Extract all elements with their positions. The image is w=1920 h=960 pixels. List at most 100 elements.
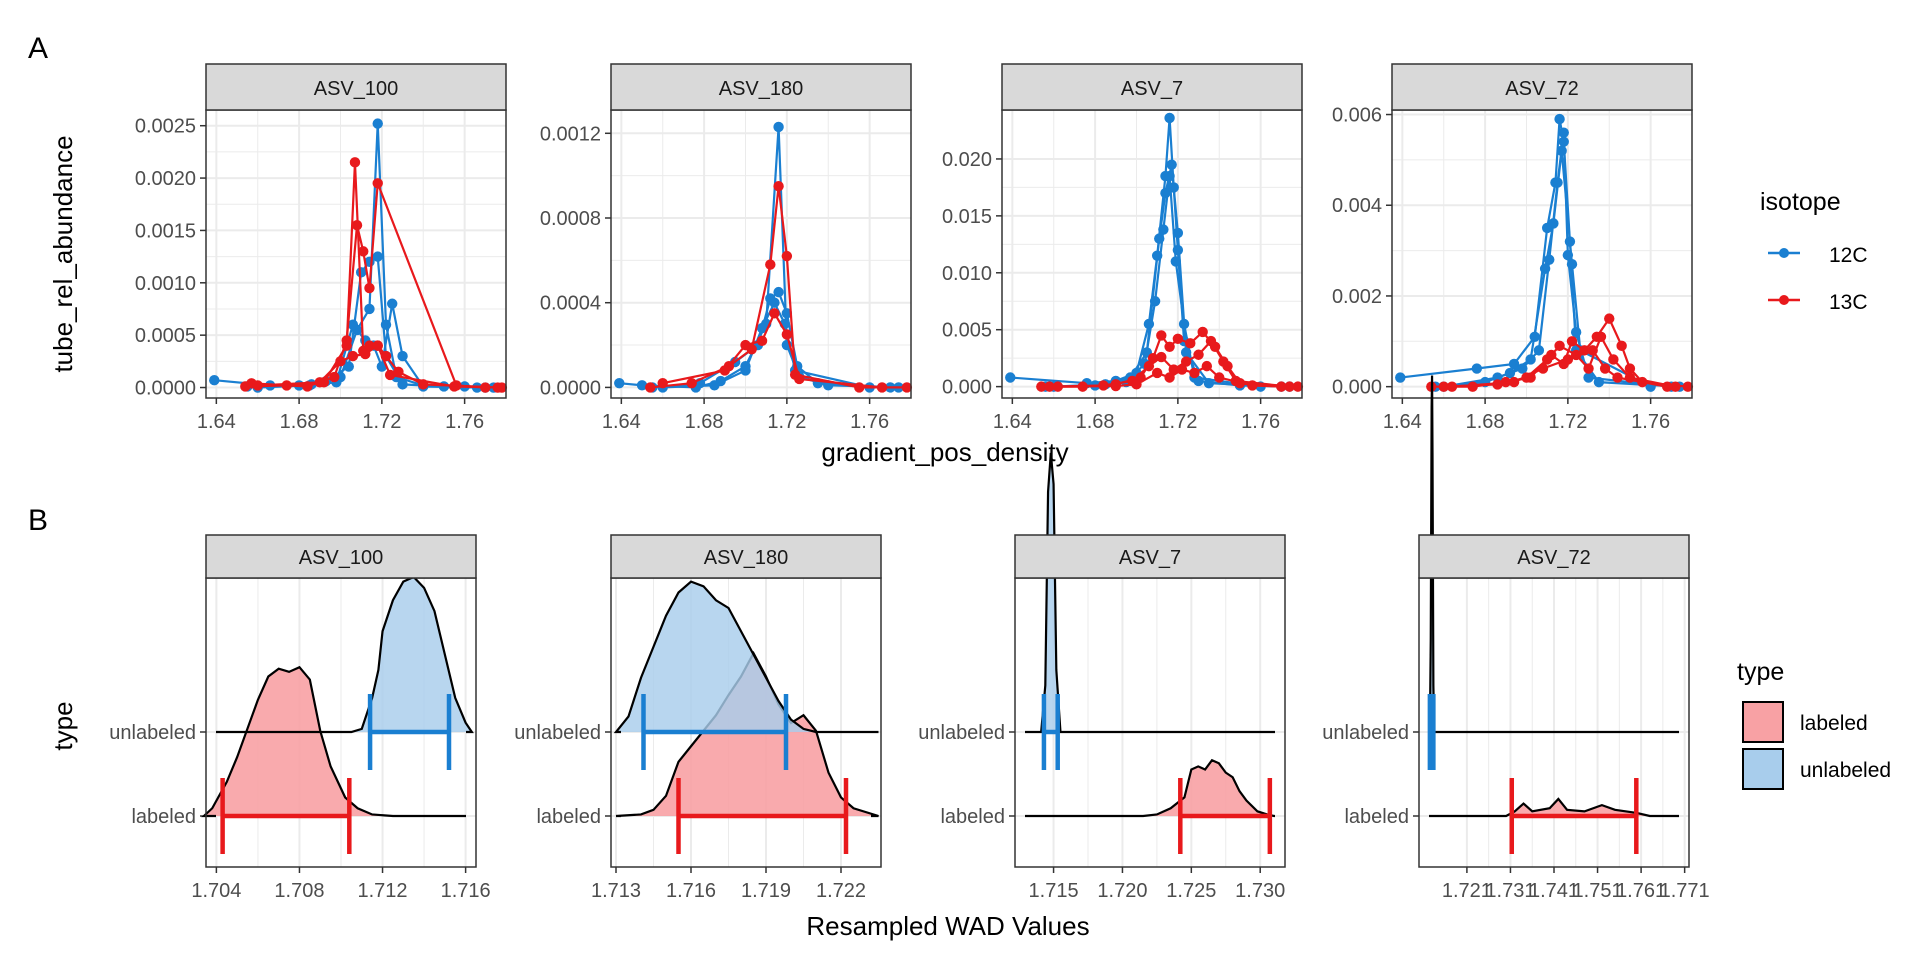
type-legend-title: type [1737, 658, 1784, 686]
data-point-12C [1539, 263, 1551, 274]
data-point-13C [1036, 381, 1047, 392]
facet-strip-label: ASV_72 [1505, 78, 1578, 100]
legend-12c-label: 12C [1829, 244, 1868, 267]
density-area-labeled [1506, 798, 1650, 816]
data-point-13C [1214, 372, 1225, 383]
data-point-13C [657, 377, 668, 389]
y-tick-label: labeled [536, 806, 601, 828]
x-tick-label: 1.708 [274, 880, 324, 902]
data-point-13C [1599, 363, 1611, 374]
facet-strip-label: ASV_100 [314, 78, 399, 100]
data-point-13C [360, 348, 371, 360]
x-tick-label: 1.741 [1529, 880, 1579, 902]
data-point-13C [781, 329, 793, 340]
data-point-13C [314, 377, 325, 388]
y-tick-label: 0.0025 [135, 116, 196, 138]
data-point-12C [1566, 259, 1578, 270]
facet-strip [610, 63, 912, 111]
facet-a-asv-180: 1.64 1.68 1.72 1.76 0.0000 0.0004 0.0008 0.0012… [540, 63, 913, 433]
y-tick-label: 0.0015 [135, 220, 196, 242]
data-point-13C [1197, 326, 1208, 338]
data-point-12C [1172, 227, 1184, 239]
data-point-13C [645, 382, 656, 393]
y-tick-label: 0.0008 [540, 208, 601, 230]
density-area-labeled [203, 667, 393, 816]
panel-b-x-axis-title: Resampled WAD Values [806, 911, 1089, 941]
x-tick-label: 1.751 [1573, 880, 1623, 902]
data-point-12C [1548, 218, 1559, 229]
data-point-12C [773, 286, 784, 298]
y-tick-label: 0.0012 [540, 123, 601, 145]
data-point-13C [1185, 338, 1196, 349]
data-point-13C [1624, 363, 1636, 374]
x-tick-label: 1.715 [1029, 880, 1079, 902]
data-point-13C [349, 157, 361, 168]
data-point-12C [756, 322, 768, 334]
data-point-13C [1612, 372, 1623, 383]
data-point-13C [1608, 354, 1619, 365]
data-point-13C [418, 379, 429, 390]
facet-strip [1391, 63, 1693, 111]
x-tick-label: 1.72 [1158, 411, 1197, 433]
data-point-13C [1247, 380, 1258, 391]
facet-a-asv-72: 1.64 1.68 1.72 1.76 0.000 0.002 0.004 0.006 ASV_… [1332, 63, 1694, 433]
legend-labeled-key [1742, 701, 1784, 743]
data-point-12C [1504, 367, 1516, 379]
facet-strip [1418, 534, 1690, 579]
x-tick-label: 1.716 [666, 880, 716, 902]
y-tick-label: labeled [131, 806, 196, 828]
data-point-13C [719, 365, 730, 376]
data-point-13C [1682, 381, 1694, 392]
data-point-13C [492, 382, 503, 393]
x-tick-label: 1.725 [1166, 880, 1216, 902]
isotope-legend: isotope 12C 13C [1760, 188, 1868, 314]
data-point-13C [1151, 367, 1163, 379]
y-tick-label: 0.004 [1332, 195, 1382, 217]
x-tick-label: 1.720 [1097, 880, 1147, 902]
legend-unlabeled-label: unlabeled [1800, 759, 1891, 782]
data-point-13C [1201, 360, 1213, 372]
data-point-13C [769, 308, 780, 319]
data-point-13C [1604, 313, 1615, 324]
data-point-13C [1143, 360, 1155, 372]
data-point-12C [397, 350, 408, 362]
x-tick-label: 1.722 [816, 880, 866, 902]
data-point-12C [709, 380, 720, 391]
y-tick-label: 0.005 [942, 320, 992, 342]
data-point-12C [636, 380, 648, 391]
data-point-13C [1164, 341, 1175, 352]
data-point-13C [1189, 367, 1200, 379]
series-line-13C [257, 344, 498, 389]
data-point-12C [1583, 372, 1594, 383]
y-tick-label: 0.020 [942, 149, 992, 171]
x-tick-label: 1.721 [1442, 880, 1492, 902]
data-point-13C [372, 178, 383, 189]
y-tick-label: unlabeled [109, 722, 196, 744]
facet-strip [1014, 534, 1286, 579]
data-point-12C [1471, 363, 1483, 374]
data-point-12C [387, 298, 398, 309]
y-tick-label: labeled [1344, 806, 1409, 828]
data-point-13C [756, 335, 768, 347]
data-point-12C [740, 365, 751, 376]
data-point-12C [397, 379, 408, 390]
y-tick-label: 0.006 [1332, 105, 1382, 127]
x-tick-label: 1.761 [1616, 880, 1666, 902]
data-point-13C [876, 382, 888, 393]
y-tick-label: 0.0000 [135, 378, 196, 400]
data-point-12C [355, 267, 367, 278]
data-point-12C [614, 377, 625, 389]
data-point-13C [1284, 381, 1295, 392]
y-tick-label: 0.0000 [540, 377, 601, 399]
data-point-13C [1562, 354, 1574, 365]
data-point-13C [1172, 333, 1184, 345]
y-tick-label: unlabeled [1322, 722, 1409, 744]
density-area-unlabeled [616, 581, 879, 732]
y-tick-label: 0.000 [1332, 377, 1382, 399]
x-tick-label: 1.704 [191, 880, 241, 902]
data-point-13C [1566, 336, 1578, 347]
legend-unlabeled-key [1742, 748, 1784, 790]
panel-a: 1.64 1.68 1.72 1.76 0.0000 0.0005 0.0010 0.0015… [135, 63, 1694, 433]
facet-b-asv-100: 1.704 1.708 1.712 1.716 labeled unlabeled ASV_… [109, 534, 491, 902]
